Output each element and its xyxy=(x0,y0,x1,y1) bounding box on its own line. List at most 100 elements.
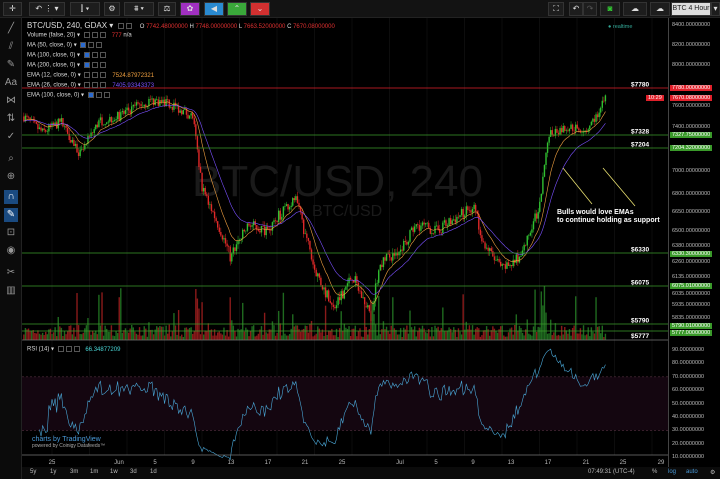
candle-body xyxy=(98,120,100,128)
indicator-legend-item[interactable]: MA (200, close, 0) ▾ xyxy=(27,62,106,70)
range-button-5y[interactable]: 5y xyxy=(30,469,37,475)
volume-bar xyxy=(27,328,30,340)
save-cloud-button[interactable]: ☁ xyxy=(650,2,670,16)
up-button[interactable]: ⌃ xyxy=(227,2,247,16)
prediction-icon[interactable]: ⇅ xyxy=(6,113,16,124)
zoom-icon[interactable]: ⌕ xyxy=(8,153,14,164)
ema-12-line xyxy=(23,101,606,304)
candle-body xyxy=(568,128,571,132)
candle-body xyxy=(59,118,61,122)
candle-body xyxy=(245,230,247,232)
candle-body xyxy=(242,229,244,239)
timeframe-select[interactable]: BTC 4 Hour xyxy=(671,2,711,16)
check-icon[interactable]: ✓ xyxy=(6,131,16,142)
volume-bar xyxy=(115,331,117,340)
volume-bar xyxy=(113,336,116,340)
volume-bar xyxy=(378,296,380,340)
candle-body xyxy=(507,262,510,266)
settings-button[interactable]: ⚙ xyxy=(104,2,120,16)
volume-bar xyxy=(399,328,402,340)
volume-bar xyxy=(179,336,181,340)
volume-bar xyxy=(556,335,558,340)
down-button[interactable]: ⌄ xyxy=(250,2,270,16)
candle-body xyxy=(510,265,513,267)
volume-bar xyxy=(426,333,428,340)
volume-bar xyxy=(492,326,494,340)
candle-body xyxy=(321,285,324,290)
compare-button[interactable]: ⚖ xyxy=(158,2,176,16)
range-button-1y[interactable]: 1y xyxy=(50,469,57,475)
range-button-1d[interactable]: 1d xyxy=(150,469,157,475)
indicator-legend-item[interactable]: Volume (false, 20) ▾ 777 n/a xyxy=(27,32,132,39)
range-button-3d[interactable]: 3d xyxy=(130,469,137,475)
candle-body xyxy=(550,130,552,137)
undo-menu-button[interactable]: ↶ ⋮ ▾ xyxy=(29,2,65,16)
volume-bar xyxy=(292,314,294,340)
volume-bar xyxy=(428,329,430,340)
undo-button[interactable]: ↶ xyxy=(569,2,583,16)
symbol-title[interactable]: BTC/USD, 240, GDAX xyxy=(27,21,108,30)
volume-bar xyxy=(185,327,188,340)
crosshair-button[interactable]: ✛ xyxy=(3,2,22,16)
volume-bar xyxy=(84,328,86,340)
measure-icon[interactable]: ⊕ xyxy=(6,171,16,182)
range-button-1w[interactable]: 1w xyxy=(110,469,118,475)
rsi-tick-label: 90.00000000 xyxy=(672,347,705,353)
snapshot-button[interactable]: ◙ xyxy=(600,2,620,16)
magnet-icon[interactable]: ∩ xyxy=(4,190,18,204)
announce-button[interactable]: ◀ xyxy=(204,2,224,16)
volume-bar xyxy=(40,334,42,340)
percent-toggle[interactable]: % xyxy=(652,469,658,475)
price-axis[interactable]: 8400.00000000 8200.00000000 8000.00000000 7… xyxy=(668,18,720,467)
candle-body xyxy=(453,219,455,221)
volume-bar xyxy=(592,331,594,340)
candle-body xyxy=(77,152,80,156)
pattern-icon[interactable]: ⋈ xyxy=(6,95,16,106)
candle-body xyxy=(181,110,183,115)
indicator-legend-item[interactable]: EMA (26, close, 0) ▾ 7405.93343373 xyxy=(27,82,155,89)
candle-body xyxy=(603,100,605,102)
log-toggle[interactable]: log xyxy=(668,469,677,475)
theme-button[interactable]: ✿ xyxy=(180,2,200,16)
trash-icon[interactable]: ▥ xyxy=(6,285,16,296)
indicator-legend-item[interactable]: MA (50, close, 0) ▾ xyxy=(27,42,103,50)
load-cloud-button[interactable]: ☁ xyxy=(623,2,647,16)
remove-tools-icon[interactable]: ✂ xyxy=(6,267,16,278)
chevron-down-icon[interactable]: ▾ xyxy=(711,2,720,16)
candle-body xyxy=(220,231,222,236)
ema-26-line xyxy=(23,104,606,295)
text-icon[interactable]: Aa xyxy=(4,77,18,88)
redo-button[interactable]: ↷ xyxy=(583,2,597,16)
indicator-legend-item[interactable]: EMA (12, close, 0) ▾ 7524.87972321 xyxy=(27,72,155,79)
volume-bar xyxy=(249,330,252,340)
fullscreen-button[interactable]: ⛶ xyxy=(548,2,564,16)
candle-body xyxy=(81,148,83,150)
candle-body xyxy=(87,135,89,144)
indicator-legend-item[interactable]: EMA (100, close, 0) ▾ xyxy=(27,92,110,100)
volume-bar xyxy=(439,331,441,340)
volume-bar xyxy=(417,331,419,340)
lock-icon[interactable]: ⊡ xyxy=(6,227,16,238)
bar-style-button[interactable]: ⫿ ▾ xyxy=(70,2,100,16)
indicators-button[interactable]: ⩩ ▾ xyxy=(124,2,154,16)
candle-body xyxy=(109,117,111,122)
volume-bar xyxy=(357,330,360,340)
volume-bar xyxy=(210,329,213,340)
gear-icon[interactable]: ⚙ xyxy=(710,470,716,476)
candle-body xyxy=(257,229,260,231)
candle-body xyxy=(37,123,39,130)
volume-bar xyxy=(534,289,536,340)
stay-drawing-icon[interactable]: ✎ xyxy=(4,208,18,222)
fib-icon[interactable]: ⫽ xyxy=(8,41,14,52)
brush-icon[interactable]: ✎ xyxy=(6,59,16,70)
eye-icon[interactable]: ◉ xyxy=(6,245,16,256)
trend-line-icon[interactable]: ╱ xyxy=(7,23,15,34)
range-button-3m[interactable]: 3m xyxy=(70,469,79,475)
candle-body xyxy=(489,248,491,251)
range-button-1m[interactable]: 1m xyxy=(90,469,99,475)
volume-bar xyxy=(293,326,296,340)
candle-body xyxy=(410,227,413,231)
auto-toggle[interactable]: auto xyxy=(686,469,698,475)
indicator-legend-item[interactable]: MA (100, close, 0) ▾ xyxy=(27,52,106,60)
